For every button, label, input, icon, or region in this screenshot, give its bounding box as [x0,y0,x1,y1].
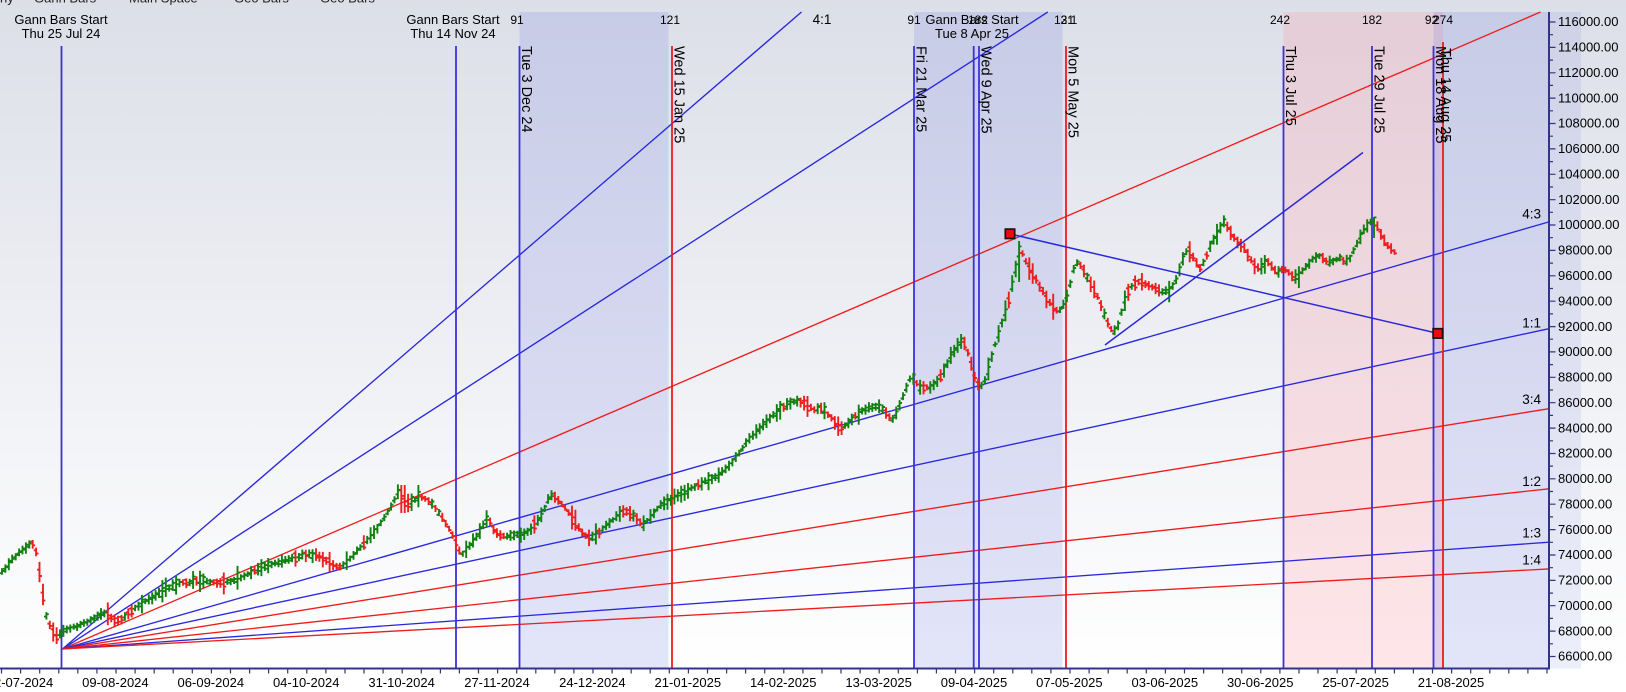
svg-text:3:1: 3:1 [1061,13,1078,27]
svg-text:100000.00: 100000.00 [1558,217,1619,232]
svg-text:Fri 21 Mar 25: Fri 21 Mar 25 [913,46,929,132]
svg-text:13-03-2025: 13-03-2025 [845,675,912,690]
svg-text:Gann Bars Start: Gann Bars Start [14,12,108,27]
svg-text:92: 92 [1425,13,1439,27]
svg-text:12-07-2024: 12-07-2024 [0,675,53,690]
svg-text:80000.00: 80000.00 [1558,471,1612,486]
svg-text:91: 91 [907,13,921,27]
svg-text:182: 182 [1362,13,1382,27]
svg-text:88000.00: 88000.00 [1558,370,1612,385]
svg-text:24-12-2024: 24-12-2024 [559,675,626,690]
svg-text:31-10-2024: 31-10-2024 [368,675,435,690]
svg-text:78000.00: 78000.00 [1558,496,1612,511]
svg-text:274: 274 [1433,13,1453,27]
svg-text:76000.00: 76000.00 [1558,522,1612,537]
svg-text:98000.00: 98000.00 [1558,243,1612,258]
svg-text:106000.00: 106000.00 [1558,141,1619,156]
svg-text:ny: ny [0,0,14,6]
svg-text:Tue 8 Apr 25: Tue 8 Apr 25 [935,26,1009,41]
svg-text:66000.00: 66000.00 [1558,649,1612,664]
svg-text:1:3: 1:3 [1522,526,1541,541]
svg-text:72000.00: 72000.00 [1558,573,1612,588]
svg-text:Mon 18 Aug 25: Mon 18 Aug 25 [1432,46,1448,144]
svg-text:84000.00: 84000.00 [1558,420,1612,435]
svg-text:Tue 3 Dec 24: Tue 3 Dec 24 [518,46,534,133]
svg-text:03-06-2025: 03-06-2025 [1132,675,1199,690]
svg-text:Mon 5 May 25: Mon 5 May 25 [1065,46,1081,138]
svg-text:92000.00: 92000.00 [1558,319,1612,334]
svg-text:114000.00: 114000.00 [1558,40,1619,55]
svg-text:68000.00: 68000.00 [1558,623,1612,638]
svg-text:04-10-2024: 04-10-2024 [273,675,340,690]
svg-text:Wed 9 Apr 25: Wed 9 Apr 25 [978,46,994,134]
svg-text:30-06-2025: 30-06-2025 [1227,675,1294,690]
svg-text:116000.00: 116000.00 [1558,14,1619,29]
svg-text:96000.00: 96000.00 [1558,268,1612,283]
svg-text:102000.00: 102000.00 [1558,192,1619,207]
svg-text:4:3: 4:3 [1522,207,1541,222]
svg-text:1:2: 1:2 [1522,474,1541,489]
svg-text:Main Space: Main Space [129,0,198,6]
svg-text:Gann Bars Start: Gann Bars Start [406,12,500,27]
svg-text:242: 242 [1270,13,1290,27]
svg-text:14-02-2025: 14-02-2025 [750,675,817,690]
svg-text:Thu 3 Jul 25: Thu 3 Jul 25 [1282,46,1298,126]
svg-text:Tue 29 Jul 25: Tue 29 Jul 25 [1371,46,1387,133]
svg-text:94000.00: 94000.00 [1558,293,1612,308]
svg-text:Geo Bars: Geo Bars [234,0,289,6]
svg-text:Thu 14 Nov 24: Thu 14 Nov 24 [410,26,495,41]
svg-text:182: 182 [968,13,988,27]
svg-text:110000.00: 110000.00 [1558,90,1619,105]
svg-text:Gann Bars: Gann Bars [34,0,97,6]
svg-text:1:1: 1:1 [1522,316,1541,331]
svg-text:91: 91 [510,13,524,27]
svg-text:74000.00: 74000.00 [1558,547,1612,562]
svg-text:06-09-2024: 06-09-2024 [178,675,245,690]
svg-text:09-08-2024: 09-08-2024 [82,675,149,690]
svg-text:Wed 15 Jan 25: Wed 15 Jan 25 [671,46,687,143]
svg-text:108000.00: 108000.00 [1558,116,1619,131]
svg-text:25-07-2025: 25-07-2025 [1322,675,1389,690]
svg-text:27-11-2024: 27-11-2024 [464,675,530,690]
svg-text:82000.00: 82000.00 [1558,446,1612,461]
svg-text:Thu 14 Aug 25: Thu 14 Aug 25 [1437,48,1453,142]
svg-text:1:4: 1:4 [1522,553,1541,568]
svg-text:3:4: 3:4 [1522,392,1541,407]
svg-text:07-05-2025: 07-05-2025 [1036,675,1103,690]
svg-text:Geo Bars: Geo Bars [320,0,375,6]
svg-text:21-08-2025: 21-08-2025 [1418,675,1485,690]
svg-text:21-01-2025: 21-01-2025 [655,675,722,690]
svg-text:4:1: 4:1 [813,12,832,27]
svg-text:09-04-2025: 09-04-2025 [941,675,1008,690]
svg-text:Thu 25 Jul 24: Thu 25 Jul 24 [22,26,101,41]
svg-text:112000.00: 112000.00 [1558,65,1619,80]
svg-text:121: 121 [1054,13,1074,27]
svg-text:90000.00: 90000.00 [1558,344,1612,359]
svg-text:104000.00: 104000.00 [1558,167,1619,182]
svg-text:121: 121 [660,13,680,27]
svg-text:Gann Bars Start: Gann Bars Start [925,12,1019,27]
svg-text:70000.00: 70000.00 [1558,598,1612,613]
svg-text:86000.00: 86000.00 [1558,395,1612,410]
